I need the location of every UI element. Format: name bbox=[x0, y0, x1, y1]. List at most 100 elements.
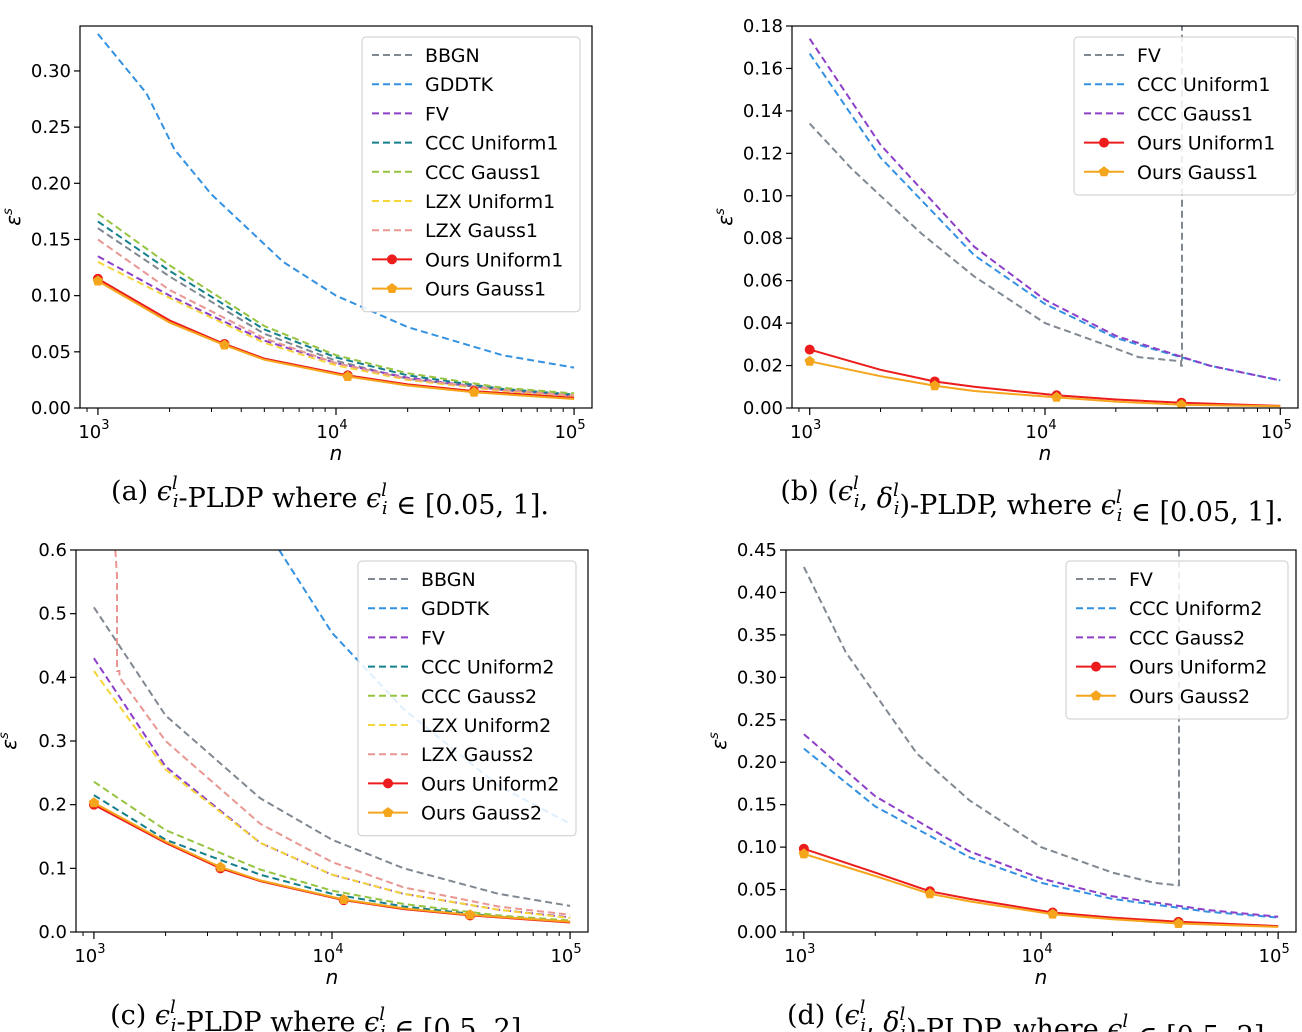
series-line-3 bbox=[97, 255, 575, 397]
caption-d: (d) (ϵli, δli)-PLDP, where ϵli ∈ [0.5, 2… bbox=[787, 997, 1273, 1032]
data-point bbox=[1047, 908, 1058, 919]
legend-label: Ours Uniform1 bbox=[1137, 133, 1275, 155]
series-line-5 bbox=[93, 780, 571, 922]
legend: BBGN GDDTK FV CCC Uniform1 CCC Gauss1 LZX Uni… bbox=[361, 36, 581, 313]
y-tick-label: 0.18 bbox=[743, 16, 783, 37]
x-tick-label: 105 bbox=[1259, 942, 1290, 967]
y-tick-label: 0.20 bbox=[31, 173, 71, 194]
legend-label: Ours Gauss2 bbox=[1129, 686, 1250, 708]
legend-label: Ours Uniform2 bbox=[421, 773, 559, 795]
series-line-3 bbox=[808, 38, 1281, 382]
legend-label: LZX Gauss1 bbox=[425, 220, 538, 242]
series-line-6 bbox=[97, 261, 575, 398]
chart-d: 0.00 0.05 0.10 0.15 0.20 0.25 0.30 0.35 0.40 0.45… bbox=[707, 540, 1297, 1032]
y-tick-label: 0.25 bbox=[31, 117, 71, 138]
legend-label: BBGN bbox=[425, 45, 480, 67]
legend-label: CCC Gauss1 bbox=[1137, 103, 1253, 125]
data-point bbox=[924, 888, 936, 899]
series-line-4 bbox=[93, 794, 571, 923]
chart-b: 0.00 0.02 0.04 0.06 0.08 0.10 0.12 0.14 0.16 0.18… bbox=[713, 16, 1299, 528]
y-tick-label: 0.10 bbox=[31, 286, 71, 307]
plot-area bbox=[92, 33, 575, 400]
y-axis-label: εs bbox=[0, 732, 21, 750]
legend-label: GDDTK bbox=[425, 74, 494, 96]
legend-label: Ours Uniform1 bbox=[425, 249, 563, 271]
y-tick-label: 0.05 bbox=[737, 880, 777, 901]
legend-label: FV bbox=[421, 627, 445, 649]
legend-label: Ours Gauss1 bbox=[1137, 162, 1258, 184]
x-tick-label: 104 bbox=[1021, 942, 1052, 967]
y-axis-label: εs bbox=[707, 732, 731, 750]
y-tick-label: 0.02 bbox=[743, 356, 783, 377]
y-tick-label: 0.2 bbox=[38, 795, 67, 816]
x-axis-label: n bbox=[1039, 441, 1052, 465]
y-tick-label: 0.00 bbox=[31, 398, 71, 419]
legend-label: CCC Uniform1 bbox=[1137, 74, 1270, 96]
legend: FV CCC Uniform1 CCC Gauss1 Ours Uniform1 Our… bbox=[1073, 36, 1297, 196]
data-point bbox=[929, 380, 940, 391]
series-line-5 bbox=[809, 360, 1281, 408]
y-tick-label: 0.15 bbox=[31, 229, 71, 250]
y-tick-label: 0.4 bbox=[38, 667, 67, 688]
data-point bbox=[88, 797, 100, 808]
legend-label: FV bbox=[1129, 569, 1153, 591]
x-axis-label: n bbox=[330, 441, 343, 465]
y-tick-label: 0.15 bbox=[737, 795, 777, 816]
legend-label: CCC Uniform2 bbox=[1129, 598, 1262, 620]
caption-b: (b) (ϵl i, δl i)-PLDP, where ϵl i ∈ [0.05, … bbox=[780, 473, 1283, 528]
series-line-7 bbox=[114, 550, 571, 916]
legend-label: CCC Uniform1 bbox=[425, 133, 558, 155]
series-line-1 bbox=[803, 550, 1180, 887]
x-tick-label: 105 bbox=[1261, 418, 1292, 443]
x-tick-label: 103 bbox=[78, 418, 109, 443]
legend-label: CCC Gauss2 bbox=[1129, 627, 1245, 649]
legend-label: GDDTK bbox=[421, 598, 490, 620]
legend-box bbox=[1065, 560, 1289, 720]
x-tick-label: 105 bbox=[554, 418, 585, 443]
y-tick-label: 0.10 bbox=[737, 837, 777, 858]
y-tick-label: 0.25 bbox=[737, 710, 777, 731]
legend-label: CCC Uniform2 bbox=[421, 657, 554, 679]
series-line-4 bbox=[803, 847, 1279, 928]
y-tick-label: 0.06 bbox=[743, 271, 783, 292]
legend-box bbox=[361, 36, 581, 313]
series-line-1 bbox=[808, 26, 1183, 367]
legend: BBGN GDDTK FV CCC Uniform2 CCC Gauss2 LZX Uni… bbox=[357, 560, 577, 837]
data-point bbox=[215, 861, 226, 872]
x-tick-label: 105 bbox=[550, 942, 581, 967]
x-tick-label: 104 bbox=[1025, 418, 1056, 443]
plot-area bbox=[88, 550, 571, 924]
legend-label: LZX Uniform2 bbox=[421, 715, 551, 737]
x-tick-label: 103 bbox=[784, 942, 815, 967]
series-line-4 bbox=[97, 220, 575, 396]
series-line-5 bbox=[803, 852, 1279, 928]
legend-marker bbox=[382, 807, 394, 817]
x-tick-label: 103 bbox=[790, 418, 821, 443]
y-tick-label: 0.5 bbox=[38, 604, 67, 625]
x-axis-label: n bbox=[1035, 965, 1048, 989]
legend: FV CCC Uniform2 CCC Gauss2 Ours Uniform2 Our… bbox=[1065, 560, 1289, 720]
series-line-2 bbox=[803, 747, 1279, 919]
x-tick-label: 103 bbox=[74, 942, 105, 967]
legend-label: LZX Gauss2 bbox=[421, 744, 534, 766]
legend-marker bbox=[1099, 137, 1109, 148]
data-point bbox=[338, 894, 349, 904]
legend-marker bbox=[1091, 661, 1101, 672]
legend-marker bbox=[1098, 166, 1110, 177]
series-line-9 bbox=[93, 801, 571, 923]
data-point bbox=[798, 848, 810, 859]
legend-marker bbox=[1090, 690, 1102, 701]
legend-marker bbox=[383, 778, 393, 789]
legend-label: Ours Gauss2 bbox=[421, 803, 542, 825]
x-axis-label: n bbox=[326, 965, 339, 989]
data-point bbox=[1051, 391, 1062, 402]
legend-box bbox=[357, 560, 577, 837]
y-tick-label: 0.1 bbox=[38, 858, 67, 879]
legend-label: FV bbox=[425, 103, 449, 125]
data-point bbox=[92, 275, 104, 286]
caption-a: (a) ϵl i-PLDP where ϵl i ∈ [0.05, 1]. bbox=[111, 473, 549, 521]
y-tick-label: 0.45 bbox=[737, 540, 777, 561]
series-line-3 bbox=[803, 733, 1279, 918]
y-tick-label: 0.30 bbox=[31, 61, 71, 82]
